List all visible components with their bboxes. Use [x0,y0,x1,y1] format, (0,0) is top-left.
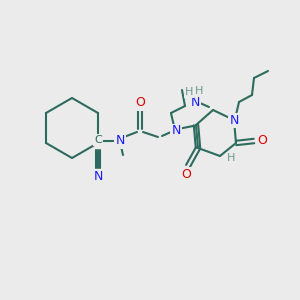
Text: N: N [93,169,103,182]
Text: C: C [94,135,102,145]
Text: O: O [181,167,191,181]
Text: N: N [171,124,181,137]
Text: H: H [227,153,235,163]
Text: N: N [190,95,200,109]
Text: O: O [135,97,145,110]
Text: N: N [229,113,239,127]
Text: H: H [195,86,203,96]
Text: N: N [115,134,125,148]
Text: H: H [185,87,193,97]
Text: O: O [257,134,267,148]
